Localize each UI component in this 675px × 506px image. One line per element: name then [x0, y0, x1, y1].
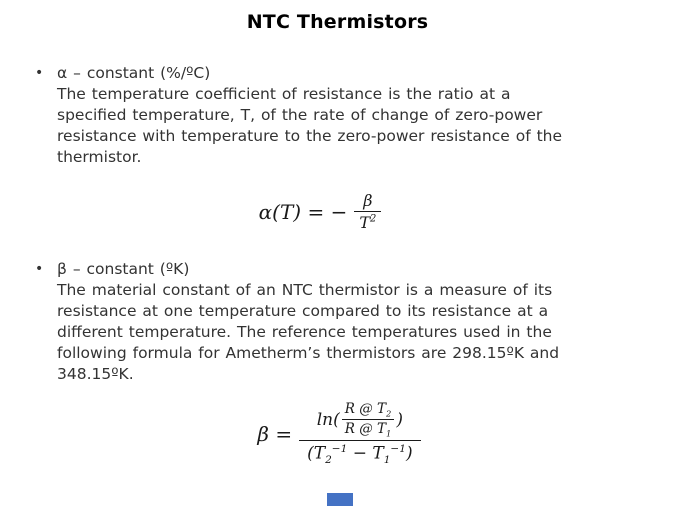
den-exp-a: −1: [331, 443, 348, 456]
formula-beta-ln: ln(: [316, 409, 340, 430]
den-minus: − T: [347, 444, 384, 465]
formula-alpha-lhs: α(T) = −: [258, 199, 348, 224]
bullet-text-beta: β – constant (ºK) The material constant …: [57, 259, 640, 385]
inner-den-base: R @ T: [344, 420, 386, 437]
formula-beta-inner-fraction: R @ T2 R @ T1: [341, 401, 395, 439]
den-close: ): [405, 444, 413, 465]
inner-den-subscript: 1: [386, 428, 392, 439]
formula-alpha-numerator: β: [363, 191, 373, 210]
bullet-body-beta: The material constant of an NTC thermist…: [57, 281, 560, 383]
formula-alpha-fraction: β T2: [354, 191, 382, 232]
formula-alpha-den-exponent: 2: [370, 213, 377, 225]
formula-beta-close-paren: ): [396, 409, 403, 430]
bullet-heading-alpha: α – constant (%/ºC): [57, 64, 211, 82]
bullet-item-alpha: • α – constant (%/ºC) The temperature co…: [35, 63, 640, 168]
inner-num-base: R @ T: [344, 401, 386, 417]
formula-beta-inner-numerator: R @ T2: [342, 401, 395, 419]
footer-accent-bar: [327, 493, 353, 506]
formula-alpha: α(T) = − β T2: [0, 191, 640, 232]
formula-beta-denominator: (T2−1 − T1−1): [299, 440, 421, 467]
page-title: NTC Thermistors: [246, 11, 429, 33]
bullet-icon: •: [35, 261, 44, 277]
formula-beta-fraction: ln( R @ T2 R @ T1 ) (T2−1 − T1−1): [299, 401, 421, 467]
den-exp-b: −1: [390, 443, 406, 456]
formula-beta-inner-denominator: R @ T1: [341, 418, 395, 439]
inner-num-subscript: 2: [386, 408, 392, 419]
formula-alpha-den-base: T: [359, 213, 371, 232]
formula-alpha-denominator: T2: [354, 211, 382, 232]
den-sub-b: 1: [383, 454, 391, 467]
formula-beta-numerator: ln( R @ T2 R @ T1 ): [311, 401, 409, 440]
bullet-text-alpha: α – constant (%/ºC) The temperature coef…: [57, 63, 640, 168]
bullet-item-beta: • β – constant (ºK) The material constan…: [35, 259, 640, 385]
formula-beta: β = ln( R @ T2 R @ T1 ) (T2−1 − T1−1): [0, 401, 675, 466]
bullet-heading-beta: β – constant (ºK): [57, 260, 190, 278]
bullet-icon: •: [35, 65, 44, 81]
den-sub-a: 2: [325, 454, 332, 467]
formula-beta-lhs: β =: [257, 421, 293, 446]
bullet-body-alpha: The temperature coefficient of resistanc…: [57, 85, 563, 166]
den-open: (T: [307, 444, 326, 465]
